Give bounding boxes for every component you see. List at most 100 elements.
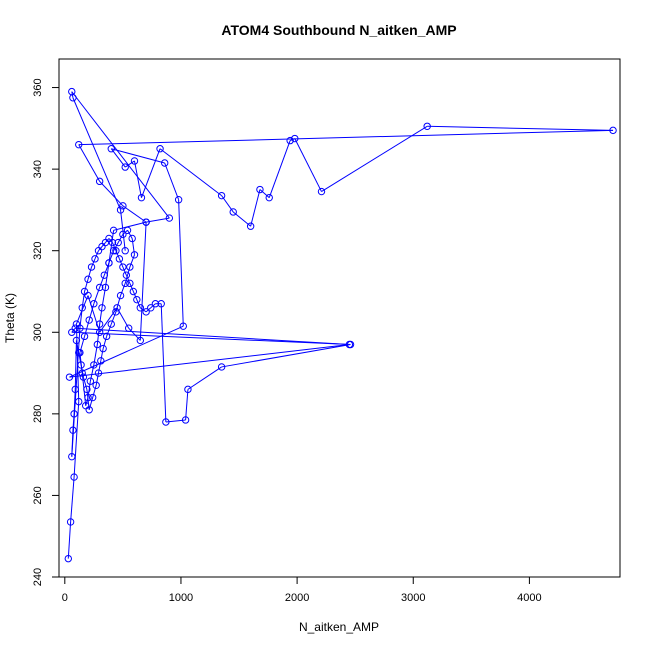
series-segment bbox=[108, 238, 113, 243]
series-segment bbox=[105, 238, 110, 243]
series-segment bbox=[134, 160, 142, 198]
series-segment bbox=[87, 266, 93, 280]
data-point bbox=[128, 234, 136, 243]
data-point bbox=[69, 94, 77, 102]
data-point bbox=[184, 385, 192, 394]
data-point bbox=[80, 332, 89, 341]
series-segment bbox=[73, 401, 80, 478]
data-point bbox=[345, 340, 354, 349]
data-point bbox=[217, 363, 226, 371]
data-point bbox=[317, 187, 326, 196]
series-segment bbox=[164, 162, 180, 200]
data-point bbox=[84, 393, 92, 402]
data-point bbox=[291, 134, 299, 143]
series-segment bbox=[178, 199, 184, 327]
y-tick-label: 340 bbox=[32, 160, 44, 178]
data-point bbox=[90, 361, 98, 369]
series-points bbox=[64, 87, 617, 563]
series-segment bbox=[268, 140, 291, 198]
data-point bbox=[126, 263, 134, 271]
data-point bbox=[109, 247, 118, 255]
data-point bbox=[87, 263, 96, 271]
series-segment bbox=[74, 340, 77, 390]
series-segment bbox=[71, 91, 170, 219]
data-point bbox=[286, 136, 294, 145]
series-segment bbox=[250, 189, 261, 227]
data-point bbox=[126, 279, 134, 288]
data-point bbox=[160, 159, 169, 167]
y-tick-label: 320 bbox=[32, 242, 44, 260]
series-segment bbox=[259, 189, 270, 199]
data-point bbox=[105, 259, 113, 267]
series-segment bbox=[294, 138, 322, 192]
series-segment bbox=[136, 299, 141, 308]
series-segment bbox=[92, 385, 97, 398]
series-segment bbox=[113, 242, 119, 251]
data-point bbox=[90, 300, 98, 308]
x-tick-label: 0 bbox=[62, 592, 68, 604]
series-segment bbox=[427, 125, 614, 131]
data-point bbox=[116, 206, 125, 214]
series-segment bbox=[87, 295, 101, 333]
data-point bbox=[88, 393, 97, 402]
x-tick-label: 1000 bbox=[169, 592, 193, 604]
data-point bbox=[75, 140, 83, 149]
data-point bbox=[115, 255, 124, 263]
series-segment bbox=[108, 250, 115, 264]
data-point bbox=[78, 304, 86, 312]
series-segment bbox=[78, 129, 614, 146]
chart-title: ATOM4 Southbound N_aitken_AMP bbox=[221, 22, 456, 38]
series-segment bbox=[101, 242, 106, 247]
series-segment bbox=[122, 266, 127, 276]
data-point bbox=[107, 320, 115, 328]
data-point bbox=[77, 361, 85, 369]
data-point bbox=[95, 177, 104, 186]
series-segment bbox=[232, 211, 251, 227]
series-segment bbox=[139, 222, 147, 341]
data-point bbox=[156, 145, 164, 153]
series-segment bbox=[100, 348, 104, 361]
series-segment bbox=[88, 397, 94, 410]
data-point bbox=[69, 426, 77, 434]
data-point bbox=[109, 226, 118, 235]
data-point bbox=[147, 304, 155, 312]
series-segment bbox=[78, 144, 101, 182]
x-axis: 0 1000 2000 3000 4000 bbox=[62, 576, 542, 604]
x-tick-label: 3000 bbox=[401, 592, 425, 604]
series-segment bbox=[159, 148, 222, 197]
data-point bbox=[151, 300, 160, 308]
series-segment bbox=[99, 181, 124, 207]
data-point bbox=[95, 328, 104, 336]
series-segment bbox=[69, 344, 350, 378]
series-segment bbox=[146, 217, 170, 223]
data-point bbox=[91, 255, 99, 263]
data-point bbox=[157, 300, 165, 308]
series-segment bbox=[118, 258, 124, 268]
data-point bbox=[93, 340, 102, 349]
data-point bbox=[130, 251, 139, 259]
series-segment bbox=[113, 221, 147, 231]
data-point bbox=[95, 320, 104, 328]
data-point bbox=[101, 283, 110, 292]
data-point bbox=[107, 145, 115, 153]
data-point bbox=[142, 218, 150, 226]
data-point bbox=[121, 247, 129, 255]
data-point bbox=[121, 163, 129, 171]
x-tick-label: 2000 bbox=[285, 592, 309, 604]
data-point bbox=[133, 295, 141, 304]
data-point bbox=[136, 304, 145, 312]
data-point bbox=[71, 385, 79, 394]
series-segment bbox=[185, 389, 189, 421]
series-segment bbox=[82, 377, 88, 390]
data-point bbox=[80, 287, 89, 296]
series-segment bbox=[71, 327, 76, 333]
data-point bbox=[86, 377, 95, 385]
data-point bbox=[130, 157, 139, 165]
data-point bbox=[136, 336, 145, 345]
data-point bbox=[119, 230, 127, 239]
data-point bbox=[142, 308, 150, 316]
data-point bbox=[83, 385, 91, 394]
data-point bbox=[119, 202, 127, 210]
data-point bbox=[256, 185, 264, 194]
series-segment bbox=[103, 262, 110, 276]
